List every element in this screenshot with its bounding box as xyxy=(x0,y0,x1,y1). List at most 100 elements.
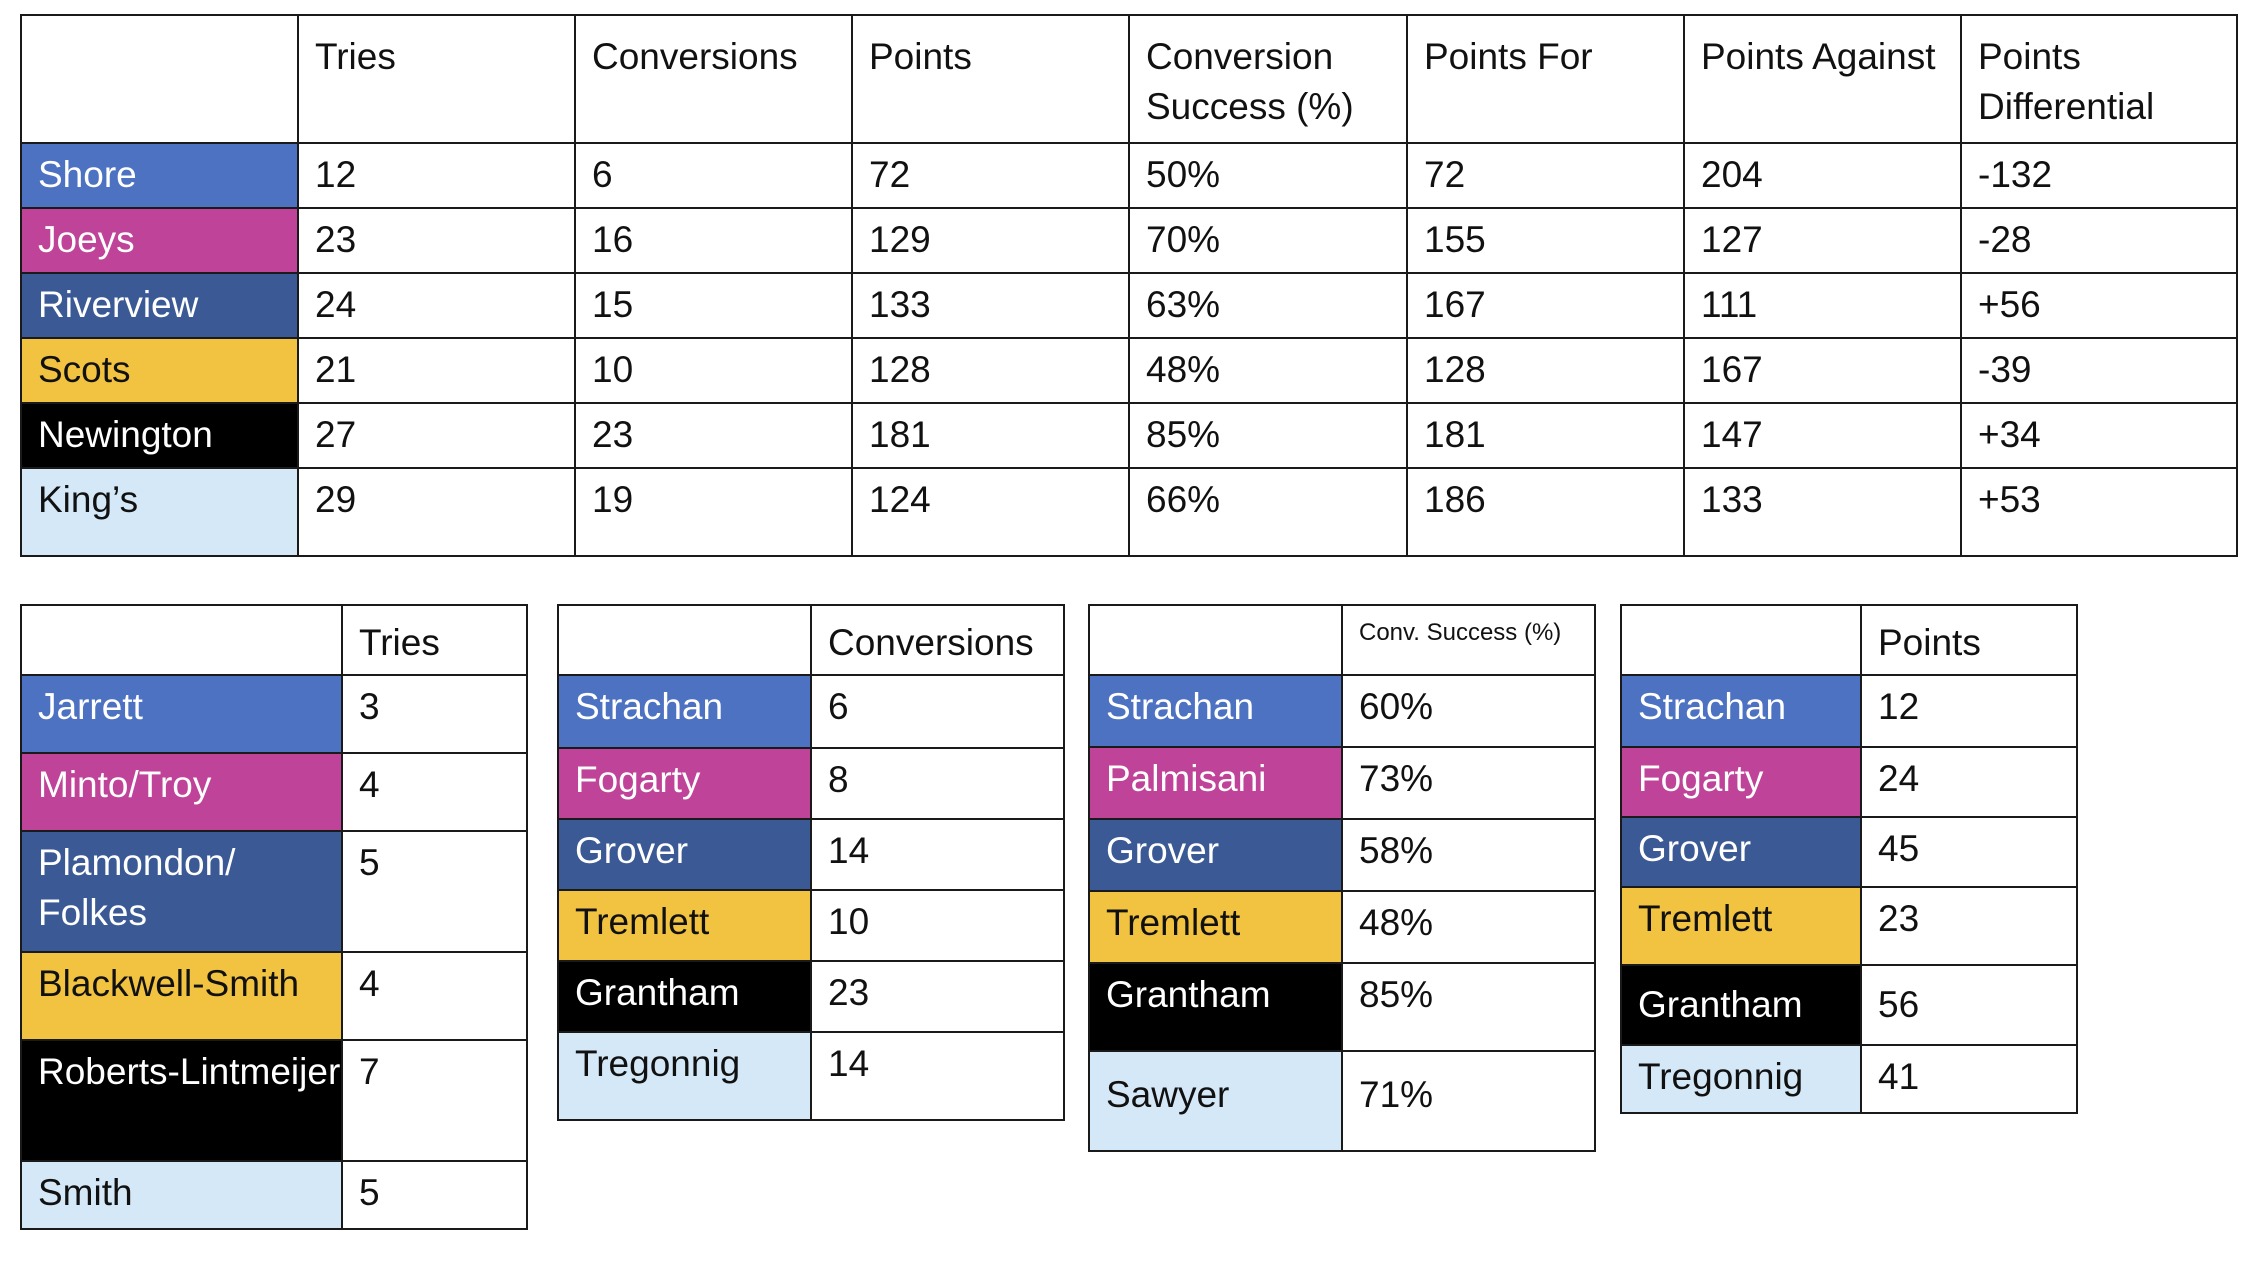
points-differential-cell: +34 xyxy=(1960,402,2238,469)
points-differential-cell: -39 xyxy=(1960,337,2238,404)
header-points-for: Points For xyxy=(1406,14,1685,144)
table-row: Strachan 12 xyxy=(1620,674,2078,748)
conversions-cell: 16 xyxy=(574,207,853,274)
player-name-cell: Minto/Troy xyxy=(20,752,343,832)
success-value-cell: 85% xyxy=(1341,962,1596,1052)
table-row: Jarrett 3 xyxy=(20,674,528,754)
table-row: Sawyer 71% xyxy=(1088,1050,1596,1152)
top-conversions-table: Conversions Strachan 6 Fogarty 8 Grover … xyxy=(557,604,1065,1121)
success-value-cell: 48% xyxy=(1341,890,1596,964)
points-against-cell: 167 xyxy=(1683,337,1962,404)
table-row: Roberts-Lintmeijer 7 xyxy=(20,1039,528,1162)
player-name-cell: Roberts-Lintmeijer xyxy=(20,1039,343,1162)
header-tries: Tries xyxy=(341,604,528,676)
conversion-success-cell: 63% xyxy=(1128,272,1408,339)
points-cell: 129 xyxy=(851,207,1130,274)
table-row: Tregonnig 14 xyxy=(557,1031,1065,1121)
points-value-cell: 41 xyxy=(1860,1044,2078,1114)
points-against-cell: 147 xyxy=(1683,402,1962,469)
conversions-cell: 6 xyxy=(574,142,853,209)
tries-cell: 27 xyxy=(297,402,576,469)
player-name-cell: Tregonnig xyxy=(1620,1044,1862,1114)
tries-cell: 24 xyxy=(297,272,576,339)
table-row: Strachan 6 xyxy=(557,674,1065,749)
points-differential-cell: +53 xyxy=(1960,467,2238,557)
team-name-cell: Newington xyxy=(20,402,299,469)
table-row: Tremlett 48% xyxy=(1088,890,1596,964)
conversions-value-cell: 8 xyxy=(810,747,1065,820)
points-against-cell: 127 xyxy=(1683,207,1962,274)
table-row: Tregonnig 41 xyxy=(1620,1044,2078,1114)
top-tries-table: Tries Jarrett 3 Minto/Troy 4 Plamondon/ … xyxy=(20,604,528,1230)
header-row: Tries Conversions Points Conversion Succ… xyxy=(20,14,2238,144)
team-name-cell: Riverview xyxy=(20,272,299,339)
tries-cell: 23 xyxy=(297,207,576,274)
player-name-cell: Strachan xyxy=(1088,674,1343,748)
conversions-cell: 10 xyxy=(574,337,853,404)
success-value-cell: 71% xyxy=(1341,1050,1596,1152)
top-points-table: Points Strachan 12 Fogarty 24 Grover 45 … xyxy=(1620,604,2078,1114)
conversions-value-cell: 6 xyxy=(810,674,1065,749)
player-name-cell: Jarrett xyxy=(20,674,343,754)
conversion-success-table: Conv. Success (%) Strachan 60% Palmisani… xyxy=(1088,604,1596,1152)
table-row: Strachan 60% xyxy=(1088,674,1596,748)
player-name-cell: Sawyer xyxy=(1088,1050,1343,1152)
player-name-cell: Blackwell-Smith xyxy=(20,951,343,1041)
table-row: Grover 14 xyxy=(557,818,1065,891)
table-row: Blackwell-Smith 4 xyxy=(20,951,528,1041)
points-for-cell: 155 xyxy=(1406,207,1685,274)
points-cell: 124 xyxy=(851,467,1130,557)
header-blank-cell xyxy=(1620,604,1862,676)
player-name-cell: Grover xyxy=(1088,818,1343,892)
conversions-cell: 19 xyxy=(574,467,853,557)
header-blank-cell xyxy=(20,604,343,676)
team-stats-table: Tries Conversions Points Conversion Succ… xyxy=(20,14,2238,557)
success-value-cell: 73% xyxy=(1341,746,1596,820)
player-name-cell: Palmisani xyxy=(1088,746,1343,820)
player-name-cell: Grantham xyxy=(557,960,812,1033)
table-row: Joeys 23 16 129 70% 155 127 -28 xyxy=(20,207,2238,274)
header-points: Points xyxy=(851,14,1130,144)
header-conversions: Conversions xyxy=(574,14,853,144)
table-row: Scots 21 10 128 48% 128 167 -39 xyxy=(20,337,2238,404)
header-blank-cell xyxy=(557,604,812,676)
points-cell: 72 xyxy=(851,142,1130,209)
table-row: Shore 12 6 72 50% 72 204 -132 xyxy=(20,142,2238,209)
tries-value-cell: 4 xyxy=(341,951,528,1041)
points-cell: 128 xyxy=(851,337,1130,404)
conversions-cell: 23 xyxy=(574,402,853,469)
conversion-success-cell: 48% xyxy=(1128,337,1408,404)
tries-cell: 29 xyxy=(297,467,576,557)
team-name-cell: King’s xyxy=(20,467,299,557)
team-name-cell: Joeys xyxy=(20,207,299,274)
header-row: Conversions xyxy=(557,604,1065,676)
header-row: Points xyxy=(1620,604,2078,676)
table-row: Minto/Troy 4 xyxy=(20,752,528,832)
conversions-value-cell: 10 xyxy=(810,889,1065,962)
table-row: Fogarty 8 xyxy=(557,747,1065,820)
player-name-cell: Grantham xyxy=(1088,962,1343,1052)
table-row: Grover 58% xyxy=(1088,818,1596,892)
points-differential-cell: -28 xyxy=(1960,207,2238,274)
points-value-cell: 23 xyxy=(1860,886,2078,966)
points-for-cell: 181 xyxy=(1406,402,1685,469)
points-value-cell: 56 xyxy=(1860,964,2078,1046)
header-points: Points xyxy=(1860,604,2078,676)
conversion-success-cell: 50% xyxy=(1128,142,1408,209)
player-name-cell: Plamondon/ Folkes xyxy=(20,830,343,953)
player-name-cell: Tremlett xyxy=(557,889,812,962)
player-name-cell: Tremlett xyxy=(1088,890,1343,964)
points-for-cell: 128 xyxy=(1406,337,1685,404)
header-row: Conv. Success (%) xyxy=(1088,604,1596,676)
tries-cell: 21 xyxy=(297,337,576,404)
points-for-cell: 72 xyxy=(1406,142,1685,209)
points-differential-cell: -132 xyxy=(1960,142,2238,209)
player-name-cell: Grantham xyxy=(1620,964,1862,1046)
team-name-cell: Scots xyxy=(20,337,299,404)
player-name-cell: Tregonnig xyxy=(557,1031,812,1121)
table-row: Fogarty 24 xyxy=(1620,746,2078,818)
points-value-cell: 12 xyxy=(1860,674,2078,748)
conversions-value-cell: 23 xyxy=(810,960,1065,1033)
table-row: Grantham 56 xyxy=(1620,964,2078,1046)
conversion-success-cell: 66% xyxy=(1128,467,1408,557)
